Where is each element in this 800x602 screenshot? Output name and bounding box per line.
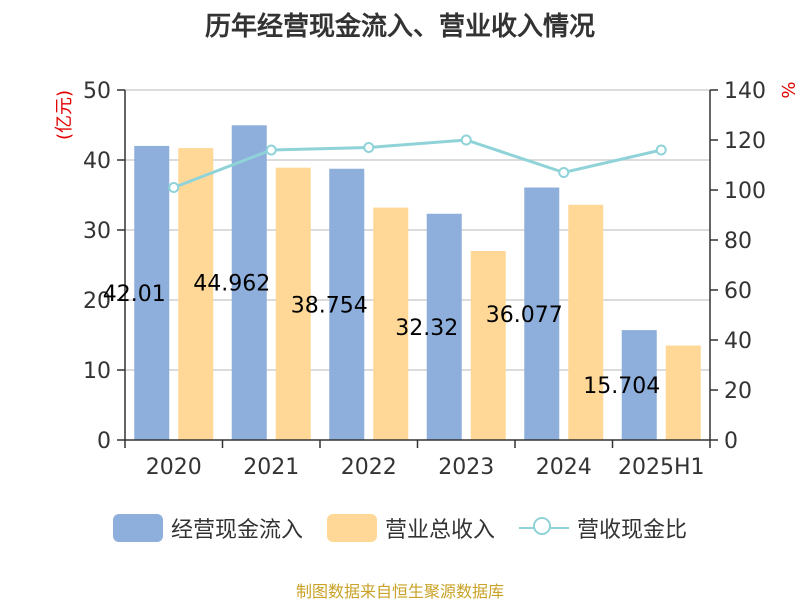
y-right-tick-label: 100 — [724, 179, 766, 204]
bar-revenue — [568, 204, 604, 440]
y-right-tick-label: 0 — [724, 429, 738, 454]
legend-label-revenue: 营业总收入 — [384, 518, 495, 543]
y-right-axis-label: % — [777, 81, 798, 98]
bar-cash-inflow — [134, 145, 170, 440]
y-right-tick-label: 60 — [724, 279, 752, 304]
legend-item-cash-inflow[interactable]: 经营现金流入 — [112, 512, 303, 544]
bar-data-label: 38.754 — [291, 293, 368, 318]
legend-item-revenue[interactable]: 营业总收入 — [326, 512, 495, 544]
bar-revenue — [275, 167, 311, 440]
bar-revenue — [470, 251, 506, 440]
bar-revenue — [665, 345, 701, 440]
bar-data-label: 32.32 — [395, 316, 458, 341]
legend-swatch-cash-inflow — [112, 514, 163, 542]
y-left-tick-label: 20 — [83, 289, 111, 314]
chart-title: 历年经营现金流入、营业收入情况 — [204, 12, 595, 42]
bar-data-label: 44.962 — [193, 272, 270, 297]
bar-cash-inflow — [231, 125, 267, 440]
y-right-tick-label: 140 — [724, 79, 766, 104]
line-point-cash-ratio — [460, 134, 472, 146]
line-point-cash-ratio — [265, 144, 277, 156]
y-right-tick-label: 20 — [724, 379, 752, 404]
y-left-tick-label: 40 — [83, 149, 111, 174]
bar-cash-inflow — [329, 168, 365, 440]
x-tick-label: 2024 — [536, 455, 592, 480]
y-right-tick-label: 80 — [724, 229, 752, 254]
line-point-cash-ratio — [558, 167, 570, 178]
y-left-tick-label: 0 — [97, 429, 111, 454]
bar-cash-inflow — [621, 330, 657, 440]
line-cash-ratio — [173, 138, 662, 189]
legend-swatch-revenue — [326, 514, 377, 542]
bar-data-label: 36.077 — [486, 303, 563, 328]
x-tick-label: 2025H1 — [618, 455, 705, 480]
y-right-tick-label: 40 — [724, 329, 752, 354]
legend-item-cash-ratio[interactable]: 营收现金比 — [519, 512, 687, 544]
legend-label-cash-ratio: 营收现金比 — [577, 518, 688, 543]
legend-swatch-cash-ratio — [519, 514, 569, 542]
y-left-tick-label: 10 — [83, 359, 111, 384]
y-right-tick-label: 120 — [724, 129, 766, 154]
bar-cash-inflow — [426, 213, 462, 440]
x-tick-label: 2020 — [146, 455, 202, 480]
bar-cash-inflow — [524, 187, 560, 440]
bar-revenue — [373, 207, 409, 440]
line-point-cash-ratio — [363, 142, 375, 153]
y-left-tick-label: 50 — [83, 79, 111, 104]
x-tick-label: 2021 — [243, 455, 299, 480]
y-left-axis-label: (亿元) — [54, 90, 75, 140]
bar-data-label: 42.01 — [103, 282, 166, 307]
legend-label-cash-inflow: 经营现金流入 — [170, 518, 303, 543]
chart-legend: 经营现金流入 营业总收入 营收现金比 — [0, 512, 800, 544]
bar-data-label: 15.704 — [583, 374, 660, 399]
x-tick-label: 2022 — [341, 455, 397, 480]
bar-revenue — [178, 148, 214, 440]
line-point-cash-ratio — [168, 182, 180, 193]
y-left-tick-label: 30 — [83, 219, 111, 244]
data-source-note: 制图数据来自恒生聚源数据库 — [295, 582, 504, 601]
line-point-cash-ratio — [655, 144, 667, 156]
x-tick-label: 2023 — [438, 455, 494, 480]
